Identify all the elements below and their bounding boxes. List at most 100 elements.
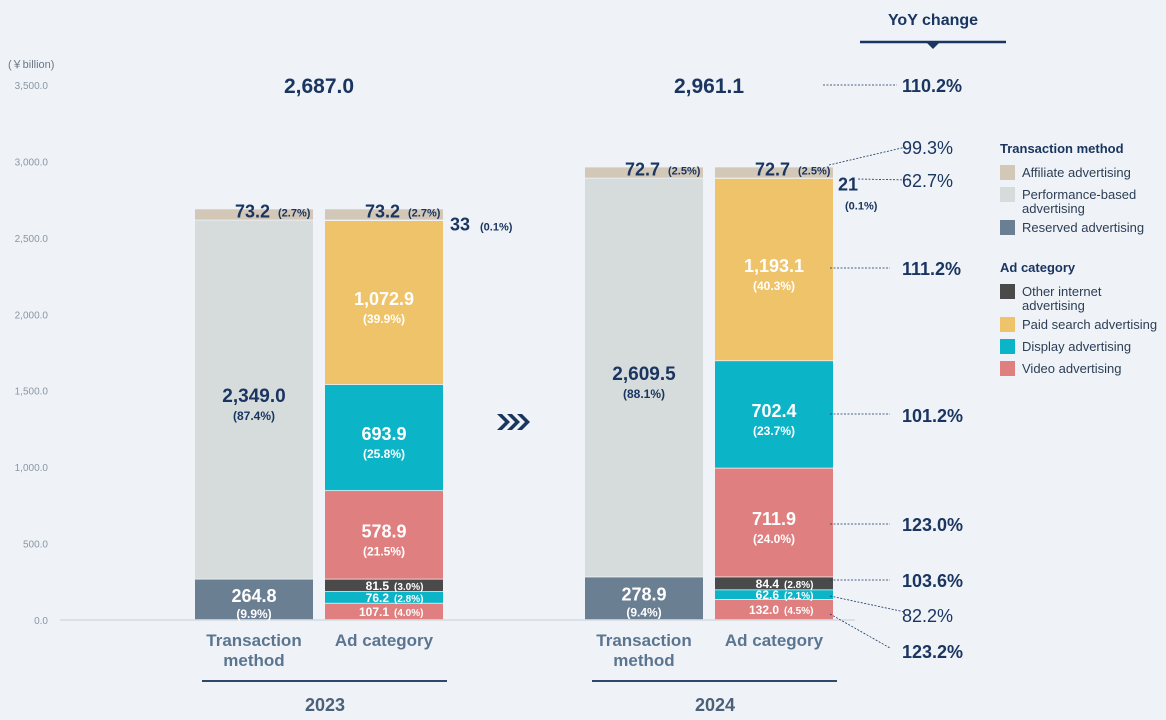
chevrons-icon	[497, 414, 530, 430]
legend-swatch	[1000, 187, 1015, 202]
segment-value-label: 2,349.0	[222, 386, 285, 407]
legend-item-label: Other internet	[1022, 284, 1102, 299]
yoy-value-label: 111.2%	[902, 259, 961, 279]
segment-pct-label: (2.7%)	[278, 207, 311, 219]
category-label-transaction: Transaction	[206, 631, 301, 650]
bar-segment	[195, 209, 313, 220]
year-total-label: 2,687.0	[284, 75, 354, 98]
bar-segment	[325, 591, 443, 603]
segment-value-label: 72.7	[755, 159, 790, 179]
legend-swatch	[1000, 361, 1015, 376]
category-label-ad: Ad category	[335, 631, 434, 650]
bar-segment	[715, 167, 833, 178]
category-label-transaction: Transaction	[596, 631, 691, 650]
segment-value-label: 132.0	[749, 603, 779, 617]
segment-pct-label: (3.0%)	[394, 582, 423, 593]
segment-value-label: 711.9	[752, 509, 796, 529]
segment-pct-label: (21.5%)	[363, 544, 405, 558]
segment-pct-label: (9.4%)	[626, 606, 661, 620]
segment-pct-label: (23.7%)	[753, 424, 795, 438]
yoy-leader-line	[828, 146, 907, 166]
segment-pct-label: (88.1%)	[623, 387, 665, 401]
yoy-title: YoY change	[888, 12, 978, 29]
year-total-label: 2,961.1	[674, 75, 744, 98]
segment-pct-label: (4.0%)	[394, 608, 423, 619]
y-tick-label: 3,000.0	[15, 157, 49, 168]
yoy-value-label: 123.0%	[902, 515, 963, 535]
y-tick-label: 2,500.0	[15, 234, 49, 245]
segment-pct-label: (2.8%)	[394, 594, 423, 605]
unit-label: (￥billion)	[8, 59, 54, 71]
y-tick-label: 1,500.0	[15, 387, 49, 398]
segment-pct-label: (2.8%)	[784, 580, 813, 591]
yoy-column: YoY change 110.2% 99.3% 62.7% 111.2% 101.2% 12…	[823, 12, 1006, 662]
yoy-leader-line	[829, 613, 891, 649]
legend-item-label: advertising	[1022, 201, 1085, 216]
bar-segment	[325, 491, 443, 579]
y-tick-label: 500.0	[23, 540, 48, 551]
segment-pct-label: (25.8%)	[363, 447, 405, 461]
bar-segment	[325, 603, 443, 620]
segment-pct-label: (40.3%)	[753, 279, 795, 293]
legend-item-label: Display advertising	[1022, 339, 1131, 354]
segment-value-label: 73.2	[235, 201, 270, 221]
segment-value-label: 33	[450, 214, 470, 234]
bar-segment	[585, 577, 703, 620]
segment-pct-label: (0.1%)	[845, 200, 878, 212]
segment-pct-label: (4.5%)	[784, 606, 813, 617]
segment-value-label: 278.9	[621, 585, 666, 605]
segment-pct-label: (0.1%)	[480, 221, 513, 233]
yoy-value-label: 123.2%	[902, 642, 963, 662]
segment-value-label: 73.2	[365, 201, 400, 221]
segment-pct-label: (39.9%)	[363, 312, 405, 326]
legend-swatch	[1000, 317, 1015, 332]
legend: Transaction method Affiliate advertising P…	[1000, 141, 1157, 376]
year-label: 2023	[305, 695, 345, 715]
segment-pct-label: (87.4%)	[233, 409, 275, 423]
legend-item-label: Video advertising	[1022, 361, 1122, 376]
segment-value-label: 72.7	[625, 159, 660, 179]
legend-swatch	[1000, 220, 1015, 235]
yoy-value-label: 82.2%	[902, 606, 953, 626]
bar-segment	[715, 361, 833, 468]
legend-item-label: advertising	[1022, 298, 1085, 313]
segment-pct-label: (24.0%)	[753, 532, 795, 546]
bar-segment	[585, 178, 703, 577]
segment-pct-label: (2.5%)	[668, 165, 701, 177]
legend-group-title: Transaction method	[1000, 141, 1124, 156]
bar-segment	[195, 220, 313, 579]
legend-swatch	[1000, 339, 1015, 354]
bar-segment	[325, 579, 443, 592]
legend-swatch	[1000, 165, 1015, 180]
segment-pct-label: (2.5%)	[798, 165, 831, 177]
segment-value-label: 693.9	[361, 424, 406, 444]
segment-value-label: 76.2	[366, 591, 390, 605]
segment-value-label: 62.6	[756, 588, 780, 602]
segment-value-label: 81.5	[366, 579, 390, 593]
segment-value-label: 2,609.5	[612, 364, 676, 385]
yoy-value-label: 99.3%	[902, 138, 953, 158]
bar-segment	[715, 178, 833, 361]
legend-item-label: Reserved advertising	[1022, 220, 1144, 235]
bar-segment	[715, 599, 833, 620]
bar-segment	[195, 579, 313, 620]
chevron-icon	[497, 414, 510, 430]
segment-value-label: 84.4	[756, 577, 780, 591]
yoy-value-label: 103.6%	[902, 571, 963, 591]
bar-segment	[325, 220, 443, 385]
category-label-ad: Ad category	[725, 631, 824, 650]
y-axis: (￥billion) 0.0 500.0 1,000.0 1,500.0 2,000.0 2…	[8, 59, 855, 627]
legend-item-label: Affiliate advertising	[1022, 165, 1131, 180]
yoy-value-label: 101.2%	[902, 406, 963, 426]
y-tick-label: 3,500.0	[15, 81, 49, 92]
legend-group-title: Ad category	[1000, 260, 1076, 275]
bar-labels: 2,687.0 264.8(9.9%) 2,349.0 (87.4%) 73.2 (2.7…	[202, 75, 878, 715]
chevron-icon	[517, 414, 530, 430]
segment-value-label: 1,193.1	[744, 256, 804, 276]
bars	[195, 167, 833, 620]
yoy-caret-icon	[926, 42, 940, 49]
segment-value-label: 107.1	[359, 605, 389, 619]
y-tick-label: 1,000.0	[15, 463, 49, 474]
legend-item-label: Paid search advertising	[1022, 317, 1157, 332]
